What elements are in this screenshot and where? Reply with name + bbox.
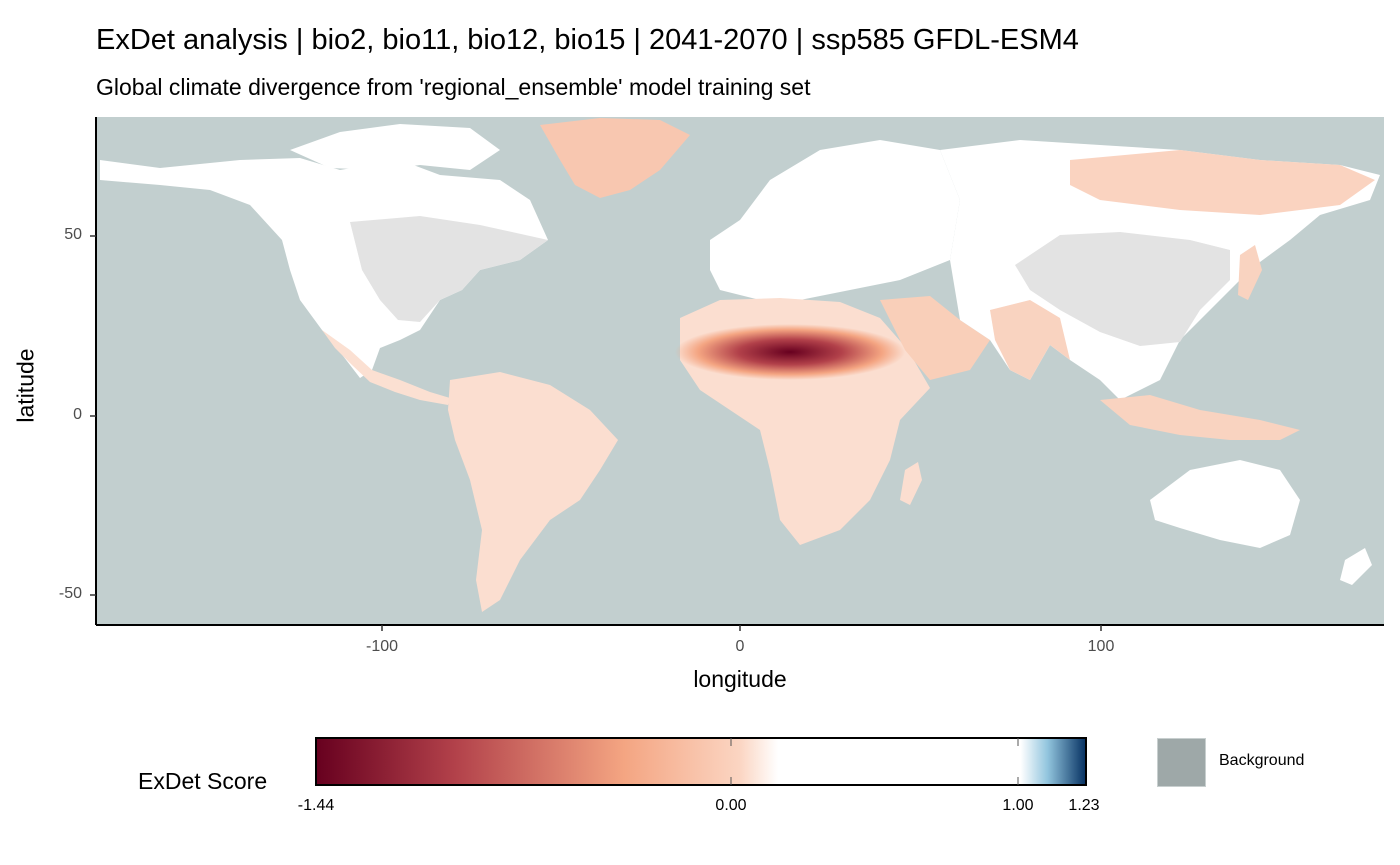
background-legend-swatch [1157,738,1206,787]
colorbar-label-max: 1.23 [1068,797,1100,814]
landmass-arctic-islands [290,124,500,170]
landmass-south-america [448,372,618,612]
y-tick-label-neg50: -50 [58,585,82,602]
x-tick-label-0: 0 [735,638,745,655]
colorbar-label-zero: 0.00 [715,797,747,814]
y-axis-title: latitude [12,348,39,423]
landmass-north-america [100,158,548,378]
landmass-greenland [540,118,690,198]
landmass-madagascar [900,462,922,505]
x-tick-label-100: 100 [1087,638,1115,655]
training-region-asia [1015,232,1230,346]
legend-title: ExDet Score [138,768,268,794]
hotspot-sahara [675,324,905,380]
landmass-australia [1150,460,1300,548]
y-tick-label-0: 0 [73,406,82,423]
region-siberia [1070,150,1375,215]
colorbar-label-one: 1.00 [1002,797,1034,814]
background-legend-label: Background [1219,752,1305,769]
chart-title: ExDet analysis | bio2, bio11, bio12, bio… [96,24,1079,56]
landmass-indonesia [1100,395,1300,440]
landmass-arabia [880,296,990,380]
y-tick-label-50: 50 [64,226,82,243]
colorbar-label-min: -1.44 [297,797,335,814]
chart-subtitle: Global climate divergence from 'regional… [96,74,811,100]
landmass-new-zealand [1340,548,1372,585]
x-axis-title: longitude [693,666,787,692]
training-region-north-america [350,216,548,322]
landmass-japan [1238,245,1262,300]
colorbar [315,737,1087,786]
region-south-asia [990,300,1070,380]
landmass-europe [710,140,960,300]
landmass-central-america [322,330,450,405]
x-tick-label-neg100: -100 [365,638,399,655]
